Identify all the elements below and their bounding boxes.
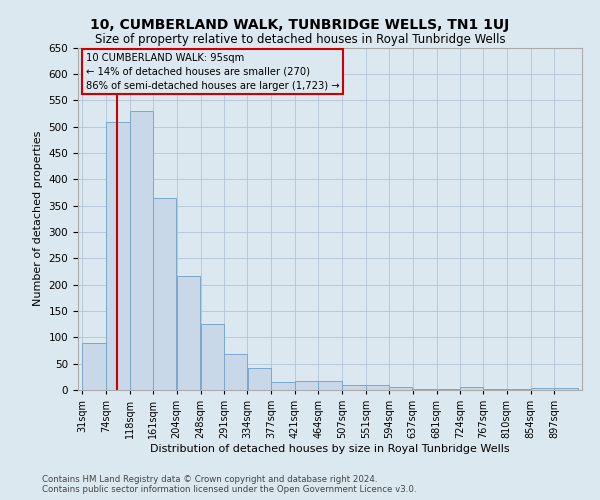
Bar bbox=[531, 388, 554, 390]
Bar bbox=[413, 389, 436, 390]
Bar bbox=[460, 388, 483, 390]
Bar bbox=[295, 381, 318, 390]
Bar bbox=[319, 380, 341, 390]
Text: 10 CUMBERLAND WALK: 95sqm
← 14% of detached houses are smaller (270)
86% of semi: 10 CUMBERLAND WALK: 95sqm ← 14% of detac… bbox=[86, 52, 339, 90]
Bar bbox=[342, 384, 365, 390]
Bar bbox=[271, 382, 295, 390]
Bar bbox=[201, 324, 224, 390]
Text: Contains public sector information licensed under the Open Government Licence v3: Contains public sector information licen… bbox=[42, 485, 416, 494]
Bar bbox=[366, 384, 389, 390]
Text: Size of property relative to detached houses in Royal Tunbridge Wells: Size of property relative to detached ho… bbox=[95, 32, 505, 46]
Bar bbox=[82, 342, 106, 390]
Bar bbox=[154, 198, 176, 390]
Y-axis label: Number of detached properties: Number of detached properties bbox=[33, 131, 43, 306]
Bar bbox=[224, 354, 247, 390]
Bar bbox=[177, 276, 200, 390]
X-axis label: Distribution of detached houses by size in Royal Tunbridge Wells: Distribution of detached houses by size … bbox=[150, 444, 510, 454]
Text: 10, CUMBERLAND WALK, TUNBRIDGE WELLS, TN1 1UJ: 10, CUMBERLAND WALK, TUNBRIDGE WELLS, TN… bbox=[91, 18, 509, 32]
Bar bbox=[130, 110, 153, 390]
Bar bbox=[106, 122, 130, 390]
Text: Contains HM Land Registry data © Crown copyright and database right 2024.: Contains HM Land Registry data © Crown c… bbox=[42, 475, 377, 484]
Bar bbox=[554, 388, 578, 390]
Bar bbox=[389, 388, 412, 390]
Bar bbox=[248, 368, 271, 390]
